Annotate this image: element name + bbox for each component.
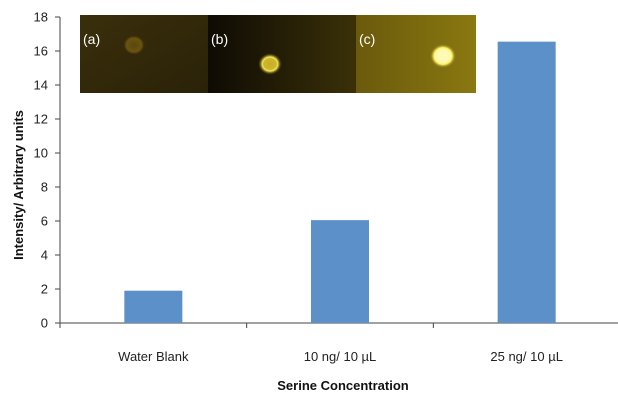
inset-label-c: (c) — [359, 31, 375, 47]
x-axis — [59, 322, 618, 328]
y-tick-label: 0 — [41, 316, 48, 331]
y-tick-label: 18 — [34, 10, 48, 25]
x-axis-title: Serine Concentration — [277, 378, 409, 393]
y-tick-label: 6 — [41, 214, 48, 229]
y-tick-label: 10 — [34, 146, 48, 161]
bar-2 — [497, 41, 556, 324]
y-axis-title: Intensity/ Arbitrary units — [11, 110, 26, 260]
y-tick-label: 14 — [34, 78, 48, 93]
y-tick-label: 16 — [34, 44, 48, 59]
inset-panel-b: (b) — [208, 15, 356, 93]
inset-label-a: (a) — [83, 31, 100, 47]
y-axis: 0 2 4 6 8 10 12 14 16 18 — [34, 10, 61, 331]
category-label: 25 ng/ 10 µL — [490, 349, 563, 364]
y-tick-label: 12 — [34, 112, 48, 127]
inset-panel-a: (a) — [80, 15, 208, 93]
category-label: 10 ng/ 10 µL — [304, 349, 377, 364]
category-label: Water Blank — [118, 349, 189, 364]
inset-panel-c: (c) — [356, 15, 476, 93]
y-tick-label: 4 — [41, 248, 48, 263]
spot-a — [123, 35, 145, 55]
bar-0 — [124, 290, 183, 323]
inset-image-strip: (a) (b) (c) — [80, 15, 476, 93]
y-tick-label: 2 — [41, 282, 48, 297]
bar-1 — [311, 220, 369, 323]
y-tick-label: 8 — [41, 180, 48, 195]
inset-label-b: (b) — [211, 31, 228, 47]
